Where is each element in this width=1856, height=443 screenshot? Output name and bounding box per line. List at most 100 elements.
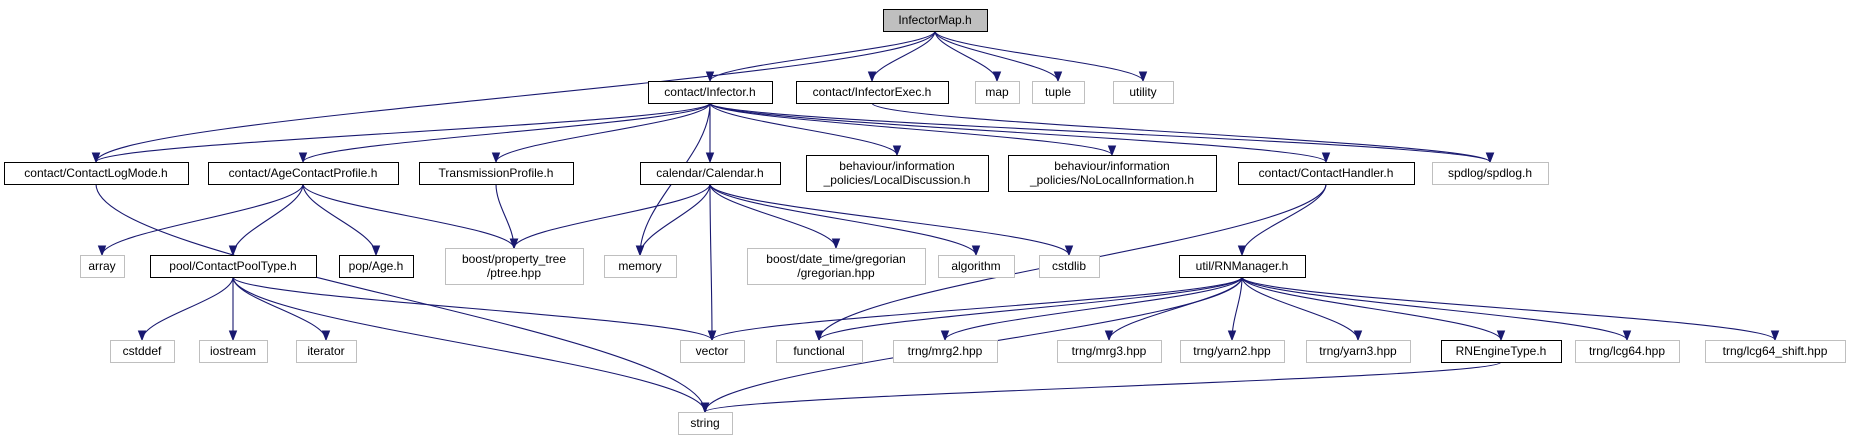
node-label: iostream [210,344,256,358]
node-box [1575,340,1680,363]
edge-rn_manager-to-lcg64_shift [1241,276,1776,341]
node-contact-infector-exec[interactable]: contact/InfectorExec.h [796,81,949,104]
arrowhead-calendar-to-ptree [509,238,519,250]
node-label: pop/Age.h [349,259,404,273]
node-local-discussion[interactable]: behaviour/information_policies/LocalDisc… [806,155,989,192]
node-box [4,162,189,185]
edge-contact_infector-to-no_local_information [709,102,1113,156]
node-cstddef: cstddef [110,340,175,363]
arrowhead-infector_map-to-utility [1138,71,1148,83]
arrowhead-infector_map-to-tuple [1053,71,1063,83]
arrowhead-contact_infector-to-calendar [705,152,715,164]
node-label: algorithm [951,259,1000,273]
edge-calendar-to-ptree [513,183,711,249]
arrowhead-infector_map-to-contact_infector_exec [867,71,877,83]
node-no-local-information[interactable]: behaviour/information_policies/NoLocalIn… [1008,155,1217,192]
node-string: string [678,412,733,435]
node-box [776,340,863,363]
edge-contact_infector-to-age_contact_profile [302,102,711,163]
arrowhead-contact_infector-to-age_contact_profile [298,152,308,164]
arrowhead-rn_manager-to-functional [814,330,824,342]
node-box [1039,255,1100,278]
node-box [640,162,781,185]
node-lcg64-shift: trng/lcg64_shift.hpp [1705,340,1846,363]
node-pop-age[interactable]: pop/Age.h [339,255,414,278]
node-box [938,255,1015,278]
edge-contact_infector_exec-to-spdlog [871,102,1491,163]
node-yarn2: trng/yarn2.hpp [1180,340,1285,363]
node-box [208,162,399,185]
edge-age_contact_profile-to-pop_age [302,183,377,256]
edge-calendar-to-memory [639,183,711,256]
node-label: map [985,85,1009,99]
arrowhead-rn_manager-to-rn_engine_type [1496,330,1506,342]
node-label: array [88,259,115,273]
node-label: behaviour/information [839,159,954,173]
node-iterator: iterator [296,340,357,363]
node-box [150,255,317,278]
edge-infector_map-to-contact_infector_exec [871,30,936,82]
edge-age_contact_profile-to-array [101,183,304,256]
edge-contact_pool_type-to-vector [232,276,713,341]
node-contact-log-mode[interactable]: contact/ContactLogMode.h [4,162,189,185]
node-lcg64: trng/lcg64.hpp [1575,340,1680,363]
node-vector: vector [680,340,745,363]
node-rn-manager[interactable]: util/RNManager.h [1179,255,1306,278]
node-box [747,248,926,285]
arrowhead-contact_infector_exec-to-spdlog [1485,152,1495,164]
node-label: iterator [307,344,344,358]
node-label: boost/date_time/gregorian [766,252,905,266]
node-box [1113,81,1174,104]
node-mrg2: trng/mrg2.hpp [893,340,998,363]
node-infector-map[interactable]: InfectorMap.h [883,9,988,32]
node-label: InfectorMap.h [898,13,971,27]
node-cstdlib: cstdlib [1039,255,1100,278]
node-contact-handler[interactable]: contact/ContactHandler.h [1238,162,1415,185]
edge-rn_manager-to-mrg3 [1108,276,1243,341]
edge-rn_engine_type-to-string [704,361,1502,413]
arrowhead-calendar-to-gregorian [831,238,841,250]
edge-infector_map-to-contact_log_mode [95,30,936,163]
edge-calendar-to-algorithm [709,183,977,256]
node-label: tuple [1045,85,1071,99]
node-transmission-profile[interactable]: TransmissionProfile.h [419,162,574,185]
arrowhead-contact_infector-to-transmission_profile [491,152,501,164]
node-label: calendar/Calendar.h [656,166,763,180]
edge-contact_log_mode-to-string [95,183,706,413]
edge-rn_manager-to-lcg64 [1241,276,1628,341]
edge-contact_infector-to-spdlog [709,102,1491,163]
node-box [680,340,745,363]
node-array: array [80,255,125,278]
node-box [1032,81,1085,104]
arrowhead-contact_pool_type-to-cstddef [137,330,147,342]
node-box [975,81,1020,104]
node-contact-pool-type[interactable]: pool/ContactPoolType.h [150,255,317,278]
edge-contact_handler-to-rn_manager [1241,183,1327,256]
edge-transmission_profile-to-ptree [495,183,515,249]
edge-infector_map-to-tuple [934,30,1059,82]
node-box [199,340,268,363]
node-box [445,248,584,285]
node-mrg3: trng/mrg3.hpp [1057,340,1162,363]
node-calendar[interactable]: calendar/Calendar.h [640,162,781,185]
arrowhead-contact_infector-to-contact_handler [1321,152,1331,164]
node-label: cstdlib [1052,259,1086,273]
node-label: trng/yarn3.hpp [1319,344,1397,358]
arrowhead-rn_engine_type-to-string [700,402,710,414]
edge-infector_map-to-utility [934,30,1144,82]
edge-rn_manager-to-mrg2 [944,276,1243,341]
arrowhead-calendar-to-algorithm [971,245,981,257]
node-box [1432,162,1549,185]
node-contact-infector[interactable]: contact/Infector.h [648,81,773,104]
node-label: pool/ContactPoolType.h [169,259,296,273]
node-label: _policies/LocalDiscussion.h [823,173,971,187]
arrowhead-rn_manager-to-mrg2 [940,330,950,342]
node-box [796,81,949,104]
node-age-contact-profile[interactable]: contact/AgeContactProfile.h [208,162,399,185]
arrowhead-contact_infector-to-no_local_information [1107,145,1117,157]
node-rn-engine-type[interactable]: RNEngineType.h [1441,340,1562,363]
arrowhead-contact_pool_type-to-iostream [228,330,238,342]
node-label: contact/AgeContactProfile.h [229,166,378,180]
node-yarn3: trng/yarn3.hpp [1306,340,1411,363]
